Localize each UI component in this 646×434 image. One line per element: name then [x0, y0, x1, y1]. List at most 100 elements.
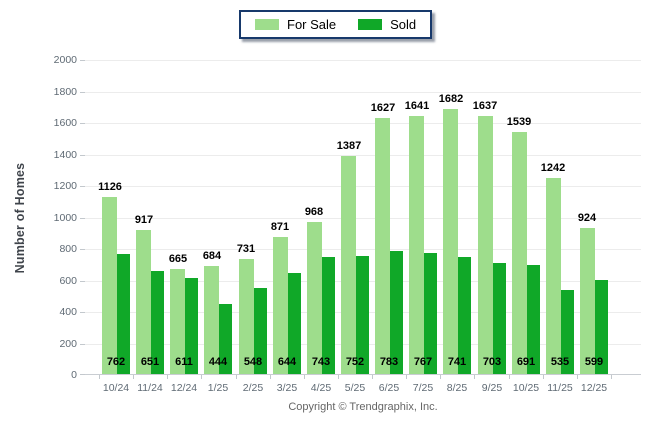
bar-sold	[322, 257, 335, 374]
sold-value-label: 743	[311, 356, 331, 368]
sold-value-label: 767	[413, 356, 433, 368]
y-axis-title: Number of Homes	[13, 162, 27, 274]
for-sale-value-label: 684	[202, 250, 222, 262]
bar-sold	[219, 304, 232, 374]
y-tick	[80, 218, 85, 219]
y-tick-label: 1200	[53, 180, 77, 192]
bar-sold	[390, 251, 403, 374]
y-tick-label: 200	[59, 338, 77, 350]
sold-value-label: 599	[584, 356, 604, 368]
bar-for-sale	[170, 269, 185, 374]
x-axis-line	[85, 374, 641, 375]
bar-sold	[117, 254, 130, 374]
gridline	[85, 186, 641, 187]
gridline	[85, 92, 641, 93]
bar-sold	[185, 278, 198, 374]
x-tick	[543, 375, 544, 379]
bar-for-sale	[375, 118, 390, 374]
x-tick	[236, 375, 237, 379]
for-sale-value-label: 1126	[98, 181, 122, 193]
sold-value-label: 741	[447, 356, 467, 368]
gridline	[85, 155, 641, 156]
legend: For Sale Sold	[239, 10, 433, 39]
x-tick	[99, 375, 100, 379]
bar-for-sale	[546, 178, 561, 374]
sold-value-label: 548	[243, 356, 263, 368]
y-tick	[80, 281, 85, 282]
plot-area: 1126 762 917 651 665 611 684 444 731 548 871 644 968…	[80, 60, 641, 379]
bar-sold	[254, 288, 267, 374]
x-tick	[270, 375, 271, 379]
x-tick-label: 12/25	[580, 382, 608, 394]
bar-for-sale	[512, 132, 527, 374]
bar-sold	[356, 256, 369, 374]
x-tick-label: 11/25	[547, 382, 573, 394]
bar-for-sale	[136, 230, 151, 374]
for-sale-value-label: 924	[577, 212, 597, 224]
x-tick-label: 6/25	[378, 382, 400, 394]
x-tick-label: 10/25	[512, 382, 540, 394]
y-tick	[80, 374, 85, 375]
y-tick-label: 1000	[53, 212, 77, 224]
bar-sold	[493, 263, 506, 374]
for-sale-swatch	[255, 19, 279, 30]
x-tick-label: 9/25	[481, 382, 503, 394]
x-tick	[509, 375, 510, 379]
bar-for-sale	[409, 116, 424, 374]
bar-for-sale	[273, 237, 288, 374]
sold-swatch	[358, 19, 383, 30]
bar-for-sale	[239, 259, 254, 374]
sold-value-label: 535	[550, 356, 570, 368]
bar-sold	[458, 257, 471, 374]
x-tick-label: 8/25	[446, 382, 468, 394]
x-tick	[304, 375, 305, 379]
y-tick-label: 2000	[53, 54, 77, 66]
x-tick	[201, 375, 202, 379]
y-tick-label: 1800	[53, 86, 77, 98]
y-tick	[80, 123, 85, 124]
x-tick	[440, 375, 441, 379]
for-sale-value-label: 968	[304, 206, 324, 218]
y-tick-label: 1400	[53, 149, 77, 161]
y-tick-label: 600	[59, 275, 77, 287]
gridline	[85, 123, 641, 124]
bar-sold	[424, 253, 437, 374]
for-sale-value-label: 665	[168, 253, 188, 265]
x-tick-label: 12/24	[170, 382, 198, 394]
x-tick	[338, 375, 339, 379]
y-tick	[80, 155, 85, 156]
y-tick	[80, 186, 85, 187]
sold-value-label: 691	[516, 356, 536, 368]
for-sale-value-label: 1242	[540, 162, 566, 174]
bar-for-sale	[443, 109, 458, 374]
x-tick-label: 7/25	[412, 382, 434, 394]
legend-label-sold: Sold	[390, 17, 417, 32]
y-tick-label: 800	[59, 243, 77, 255]
for-sale-value-label: 1637	[472, 100, 498, 112]
bar-for-sale	[204, 266, 219, 374]
bar-sold	[527, 265, 540, 374]
for-sale-value-label: 1539	[506, 116, 532, 128]
y-tick-label: 0	[71, 369, 77, 381]
for-sale-value-label: 917	[134, 214, 154, 226]
x-tick-label: 11/24	[137, 382, 163, 394]
for-sale-value-label: 1641	[404, 100, 430, 112]
x-tick-label: 4/25	[310, 382, 332, 394]
x-tick	[167, 375, 168, 379]
y-tick-label: 1600	[53, 117, 77, 129]
bar-sold	[151, 271, 164, 374]
x-tick-label: 5/25	[344, 382, 366, 394]
sold-value-label: 611	[175, 356, 193, 368]
for-sale-value-label: 1627	[370, 102, 396, 114]
bar-sold	[561, 290, 574, 374]
legend-item-sold: Sold	[358, 18, 416, 31]
y-tick-label: 400	[59, 306, 77, 318]
x-tick-label: 3/25	[276, 382, 298, 394]
sold-value-label: 703	[482, 356, 502, 368]
x-tick	[133, 375, 134, 379]
for-sale-value-label: 871	[270, 221, 290, 233]
bar-sold	[288, 273, 301, 374]
for-sale-value-label: 1682	[438, 93, 464, 105]
bar-for-sale	[102, 197, 117, 374]
